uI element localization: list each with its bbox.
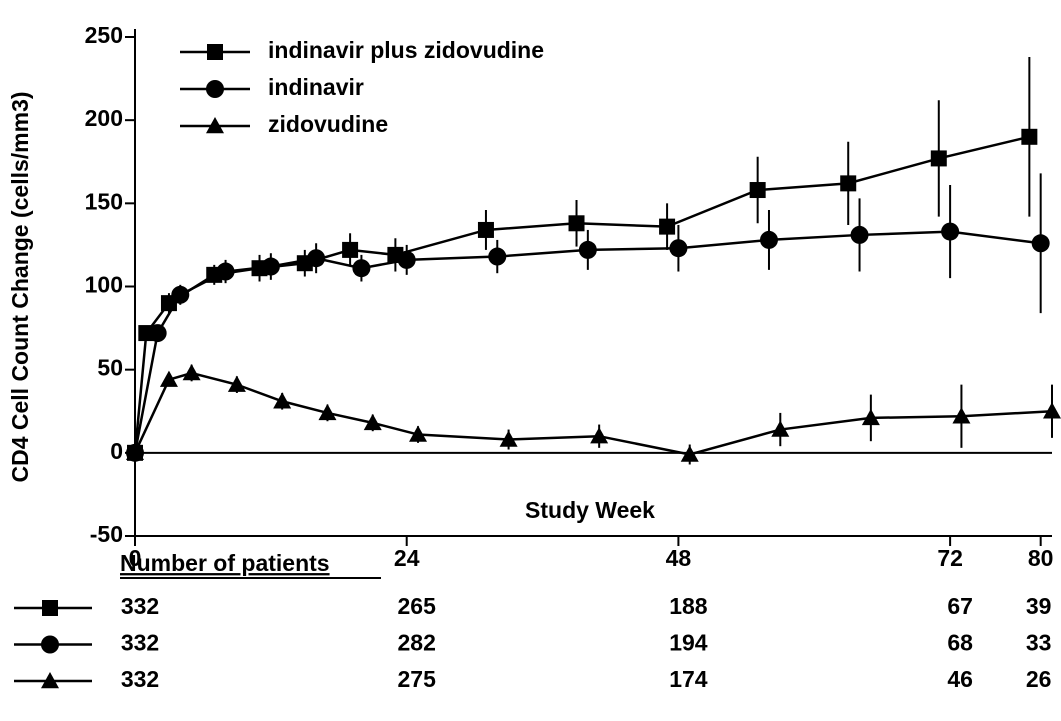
- marker-square: [207, 44, 223, 60]
- marker-square: [659, 218, 676, 235]
- y-tick-label: -50: [90, 521, 123, 547]
- marker-square: [42, 600, 58, 616]
- marker-triangle: [273, 392, 292, 409]
- marker-triangle: [318, 403, 337, 421]
- patient-count: 275: [398, 666, 437, 692]
- table-title: Number of patients: [120, 550, 330, 576]
- marker-triangle: [680, 445, 699, 462]
- marker-square: [1021, 128, 1038, 145]
- marker-square: [342, 241, 359, 258]
- marker-circle: [148, 324, 167, 343]
- marker-circle: [352, 259, 371, 278]
- legend-label: zidovudine: [268, 111, 388, 137]
- marker-triangle: [771, 420, 790, 437]
- marker-square: [930, 150, 947, 167]
- marker-triangle: [206, 117, 224, 134]
- patient-count: 67: [947, 593, 973, 619]
- y-tick-label: 0: [110, 438, 123, 464]
- legend-label: indinavir: [268, 74, 364, 100]
- patient-count: 46: [947, 666, 973, 692]
- marker-circle: [171, 285, 190, 304]
- x-tick-label: 24: [394, 545, 420, 571]
- marker-square: [477, 221, 494, 238]
- marker-circle: [41, 635, 59, 654]
- marker-circle: [261, 257, 280, 276]
- y-tick-label: 100: [85, 272, 123, 298]
- marker-triangle: [499, 430, 518, 447]
- x-tick-label: 80: [1028, 545, 1054, 571]
- y-tick-label: 200: [85, 105, 123, 131]
- x-tick-label: 0: [129, 545, 142, 571]
- marker-triangle: [159, 370, 178, 387]
- series-line: [133, 135, 1030, 453]
- patient-count: 265: [398, 593, 437, 619]
- marker-circle: [488, 247, 507, 266]
- patient-count: 194: [669, 630, 708, 656]
- marker-circle: [307, 249, 326, 268]
- patient-count: 188: [669, 593, 708, 619]
- y-tick-label: 50: [97, 355, 123, 381]
- patient-count: 26: [1026, 666, 1052, 692]
- marker-triangle: [1043, 402, 1061, 419]
- patient-count: 39: [1026, 593, 1052, 619]
- patient-count: 68: [947, 630, 973, 656]
- marker-circle: [669, 239, 688, 258]
- patient-count: 33: [1026, 630, 1052, 656]
- legend-label: indinavir plus zidovudine: [268, 37, 544, 63]
- marker-square: [749, 182, 766, 199]
- x-tick-label: 72: [937, 545, 963, 571]
- marker-triangle: [409, 425, 428, 442]
- y-axis-label: CD4 Cell Count Change (cells/mm3): [7, 91, 33, 482]
- marker-circle: [216, 262, 235, 281]
- patient-count: 332: [121, 666, 159, 692]
- y-tick-label: 250: [85, 22, 123, 48]
- marker-square: [568, 215, 585, 232]
- marker-triangle: [182, 363, 201, 381]
- marker-circle: [206, 80, 224, 98]
- marker-triangle: [41, 672, 59, 689]
- x-tick-label: 48: [666, 545, 692, 571]
- marker-triangle: [227, 375, 246, 392]
- marker-triangle: [861, 408, 880, 426]
- patient-count: 174: [669, 666, 708, 692]
- marker-circle: [759, 230, 778, 249]
- marker-circle: [1031, 234, 1050, 253]
- marker-circle: [850, 225, 869, 244]
- marker-triangle: [363, 413, 382, 431]
- x-axis-label: Study Week: [525, 497, 655, 523]
- marker-square: [840, 175, 857, 192]
- marker-triangle: [126, 443, 144, 461]
- marker-triangle: [590, 427, 609, 444]
- y-tick-label: 150: [85, 188, 123, 214]
- patient-count: 332: [121, 593, 159, 619]
- marker-circle: [941, 222, 960, 241]
- marker-circle: [397, 250, 416, 269]
- patient-count: 282: [398, 630, 436, 656]
- marker-circle: [578, 240, 597, 259]
- marker-triangle: [952, 407, 971, 424]
- patient-count: 332: [121, 630, 159, 656]
